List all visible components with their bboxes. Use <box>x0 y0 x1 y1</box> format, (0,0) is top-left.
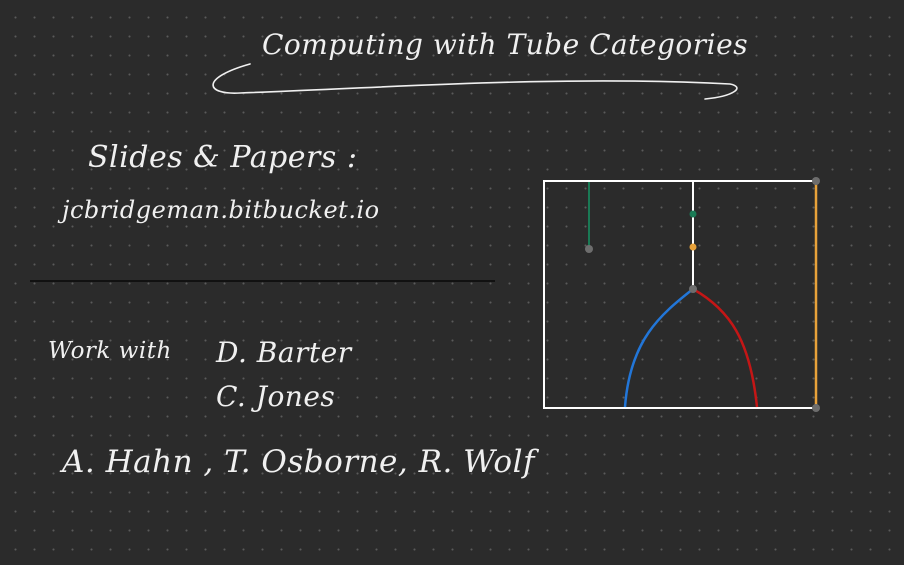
orange-node <box>689 243 697 251</box>
orange-tube-bottom-node <box>812 404 820 412</box>
split-node <box>689 285 697 293</box>
page-title: Computing with Tube Categories <box>262 28 749 61</box>
collaborator-name: D. Barter <box>216 336 352 369</box>
collaborator-names-line: A. Hahn , T. Osborne, R. Wolf <box>62 444 535 480</box>
work-with-label: Work with <box>48 338 172 364</box>
green-node <box>689 210 697 218</box>
red-tube <box>692 287 759 408</box>
blue-tube <box>623 288 694 408</box>
collaborator-name: C. Jones <box>216 380 336 413</box>
orange-tube-top-node <box>812 177 820 185</box>
slides-url-link[interactable]: jcbridgeman.bitbucket.io <box>62 196 380 224</box>
diagram-frame <box>543 180 817 409</box>
green-tube-endpoint <box>585 245 593 253</box>
slides-label: Slides & Papers : <box>88 140 358 175</box>
